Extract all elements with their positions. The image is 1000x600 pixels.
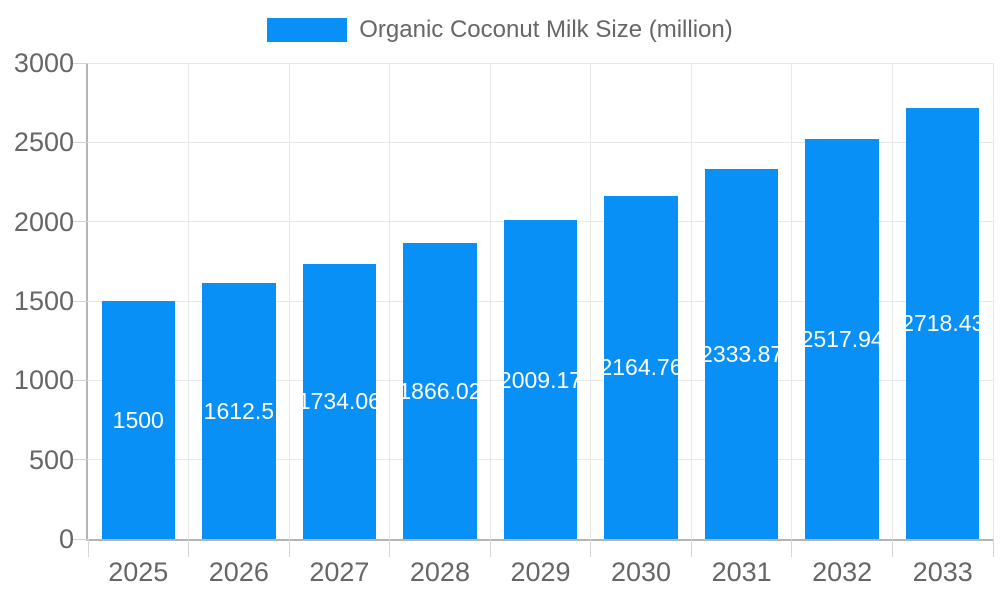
y-tick-label: 1500 <box>13 286 74 316</box>
gridline-vertical <box>489 63 491 539</box>
gridline-vertical <box>690 63 692 539</box>
gridline-vertical <box>992 63 994 539</box>
x-tick-label: 2032 <box>812 557 873 587</box>
x-axis-tick <box>590 539 592 557</box>
bar[interactable] <box>905 107 980 539</box>
y-axis-tick <box>72 379 88 381</box>
legend-swatch-icon <box>267 18 348 42</box>
y-axis-tick <box>72 141 88 143</box>
y-axis-tick <box>72 538 88 540</box>
x-axis-tick <box>188 539 190 557</box>
legend-label: Organic Coconut Milk Size (million) <box>359 16 733 43</box>
gridline-horizontal <box>88 141 993 143</box>
bar[interactable] <box>403 242 477 539</box>
x-axis-tick <box>690 539 692 557</box>
x-axis-tick <box>489 539 491 557</box>
y-tick-label: 500 <box>28 444 74 475</box>
y-tick-label: 2000 <box>13 206 74 237</box>
gridline-vertical <box>590 63 592 539</box>
bar[interactable] <box>503 220 578 539</box>
x-tick-label: 2027 <box>309 557 370 587</box>
y-tick-label: 1000 <box>13 365 74 396</box>
bar[interactable] <box>101 301 176 539</box>
x-axis-tick <box>992 539 994 557</box>
x-tick-label: 2026 <box>208 557 269 587</box>
y-axis-tick <box>72 221 88 223</box>
legend-item[interactable]: Organic Coconut Milk Size (million) <box>267 16 733 43</box>
x-axis-tick <box>87 539 89 557</box>
y-axis-tick <box>72 62 88 64</box>
bar[interactable] <box>302 263 377 539</box>
y-tick-label: 0 <box>58 524 74 554</box>
x-tick-label: 2031 <box>711 557 772 587</box>
x-tick-label: 2030 <box>611 557 672 587</box>
y-tick-label: 3000 <box>13 48 74 78</box>
gridline-vertical <box>288 63 290 539</box>
y-axis-tick <box>72 300 88 302</box>
bar[interactable] <box>805 139 879 539</box>
x-tick-label: 2033 <box>912 557 973 587</box>
x-tick-label: 2025 <box>108 557 169 587</box>
gridline-vertical <box>188 63 190 539</box>
bar[interactable] <box>704 168 779 539</box>
x-axis-tick <box>891 539 893 557</box>
x-axis-tick <box>791 539 793 557</box>
y-tick-label: 2500 <box>13 127 74 158</box>
gridline-vertical <box>891 63 893 539</box>
gridline-vertical <box>389 63 391 539</box>
x-tick-label: 2029 <box>510 557 571 587</box>
plot-area: 0 500 1000 1500 2000 2500 3000 2025 2026 2027 2028… <box>14 48 994 587</box>
gridline-vertical <box>791 63 793 539</box>
x-axis-tick <box>288 539 290 557</box>
legend: Organic Coconut Milk Size (million) <box>0 17 1000 43</box>
x-axis-tick <box>389 539 391 557</box>
x-tick-label: 2028 <box>409 557 470 587</box>
y-axis-tick <box>72 459 88 461</box>
bar[interactable] <box>202 283 276 539</box>
bar[interactable] <box>604 195 678 539</box>
gridline-horizontal <box>88 63 993 64</box>
